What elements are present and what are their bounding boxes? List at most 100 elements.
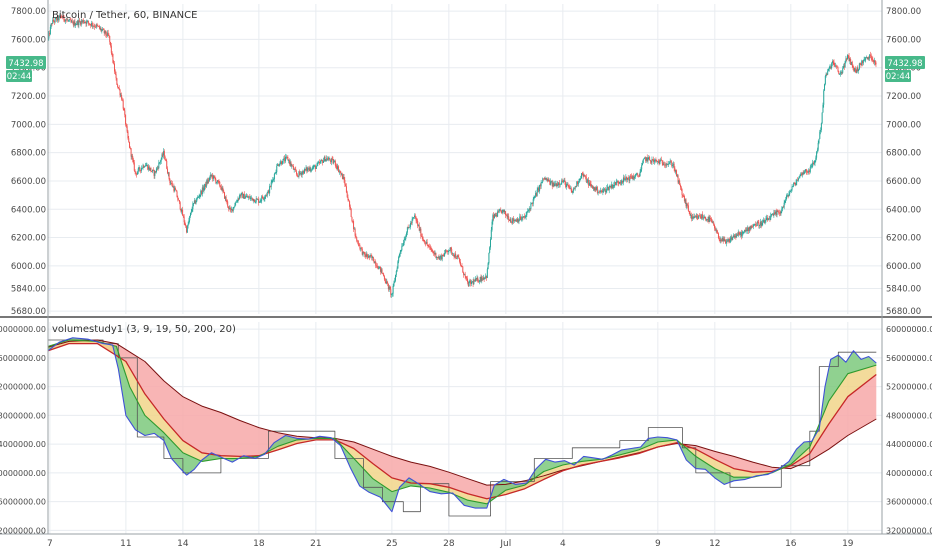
- candle-body: [733, 235, 735, 237]
- candle-body: [787, 195, 789, 197]
- candle-body: [171, 183, 173, 187]
- candle-body: [429, 246, 431, 248]
- candle-body: [226, 201, 228, 203]
- candle-body: [87, 20, 89, 22]
- candle-body: [567, 184, 569, 187]
- candle-body: [858, 69, 860, 72]
- candle-body: [546, 178, 548, 180]
- candle-body: [599, 191, 601, 193]
- candle-body: [480, 277, 482, 281]
- candle-body: [387, 283, 389, 290]
- candle-body: [740, 232, 742, 235]
- candle-body: [529, 208, 531, 210]
- candle-body: [190, 211, 192, 213]
- candle-body: [583, 174, 585, 177]
- candle-body: [192, 203, 194, 210]
- candle-body: [189, 212, 191, 217]
- candle-body: [491, 221, 493, 230]
- candle-body: [790, 189, 792, 192]
- candle-body: [739, 233, 741, 235]
- candle-body: [170, 182, 172, 184]
- candle-body: [872, 59, 874, 61]
- candle-body: [524, 217, 526, 218]
- candle-body: [626, 176, 628, 180]
- candle-body: [772, 213, 774, 216]
- candle-body: [632, 176, 634, 179]
- candle-body: [709, 218, 711, 222]
- candle-body: [64, 19, 66, 22]
- candle-body: [538, 188, 540, 192]
- candle-body: [662, 163, 664, 165]
- candle-body: [661, 160, 663, 164]
- candle-body: [513, 220, 515, 222]
- candle-body: [556, 183, 558, 187]
- candle-body: [679, 185, 681, 188]
- candle-body: [731, 237, 733, 240]
- volume-tick-label-left: 48000000.00: [0, 411, 46, 420]
- candle-body: [129, 147, 131, 149]
- candle-body: [572, 190, 574, 193]
- candle-body: [108, 35, 110, 36]
- candle-body: [732, 236, 734, 240]
- candle-body: [424, 241, 426, 244]
- price-tag-right-box: [885, 56, 925, 70]
- candle-body: [372, 256, 374, 262]
- candle-body: [861, 60, 863, 66]
- candle-body: [357, 240, 359, 245]
- candle-body: [765, 218, 767, 221]
- x-tick-label: 18: [253, 539, 265, 549]
- candle-body: [313, 165, 315, 168]
- candle-body: [177, 197, 179, 200]
- candle-body: [368, 255, 370, 258]
- candle-body: [71, 21, 73, 23]
- candle-body: [822, 104, 824, 113]
- candle-body: [176, 191, 178, 198]
- candle-body: [410, 222, 412, 227]
- volume-tick-label-left: 36000000.00: [0, 498, 46, 507]
- candle-body: [573, 188, 575, 190]
- candle-body: [841, 71, 843, 73]
- candle-body: [761, 222, 763, 227]
- candle-body: [104, 30, 106, 34]
- candle-body: [592, 186, 594, 189]
- candle-body: [490, 229, 492, 240]
- candle-body: [275, 172, 277, 174]
- candle-body: [700, 217, 702, 219]
- candle-body: [57, 16, 59, 21]
- candle-body: [601, 191, 603, 193]
- candle-body: [372, 256, 374, 259]
- candle-body: [148, 166, 150, 170]
- candle-body: [202, 187, 204, 191]
- candle-body: [596, 187, 598, 191]
- candle-body: [132, 156, 134, 160]
- candle-body: [836, 66, 838, 68]
- candle-body: [376, 265, 378, 268]
- candle-body: [702, 217, 704, 219]
- candle-body: [826, 73, 828, 75]
- candle-body: [863, 59, 865, 61]
- candle-body: [198, 196, 200, 198]
- candle-body: [813, 162, 815, 164]
- candle-body: [504, 211, 506, 213]
- candle-body: [536, 189, 538, 196]
- price-tick-label-right: 6000.00: [886, 262, 921, 272]
- candle-body: [157, 167, 159, 169]
- candle-body: [488, 252, 490, 264]
- candle-body: [558, 182, 560, 185]
- candle-body: [431, 250, 433, 252]
- candle-body: [163, 151, 165, 158]
- candle-body: [682, 194, 684, 197]
- candle-body: [808, 170, 810, 172]
- candle-body: [297, 175, 299, 177]
- candle-body: [89, 23, 91, 25]
- candle-body: [683, 196, 685, 197]
- candle-body: [691, 215, 693, 219]
- candle-body: [699, 215, 701, 218]
- candle-body: [308, 168, 310, 170]
- candle-body: [151, 171, 153, 173]
- candle-body: [361, 248, 363, 255]
- candle-body: [619, 181, 621, 183]
- candle-body: [560, 183, 562, 185]
- candle-body: [227, 206, 229, 209]
